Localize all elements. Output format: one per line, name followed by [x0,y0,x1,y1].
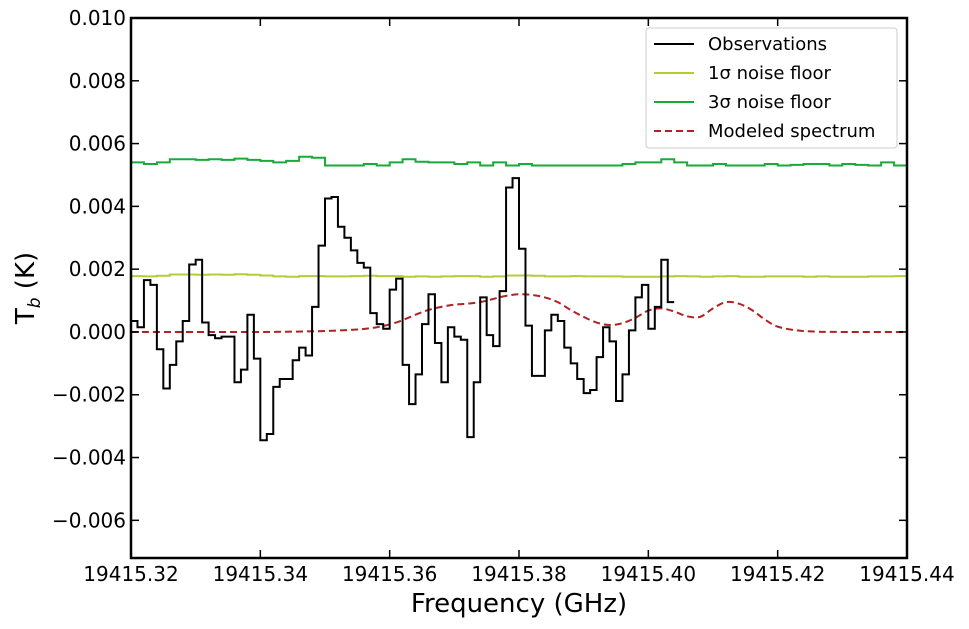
legend-label: Observations [708,34,827,55]
y-tick-label: −0.006 [52,508,126,532]
y-tick-label: 0.004 [69,194,126,218]
series-modeled-spectrum [131,293,908,333]
x-tick-label: 19415.38 [471,562,566,586]
x-axis-title: Frequency (GHz) [411,589,627,619]
y-tick-label: 0.008 [69,69,126,93]
y-axis-ticks: 0.010 0.008 0.006 0.004 0.002 0.000 −0.002 −0.0… [52,6,907,532]
y-tick-label: 0.000 [69,320,126,344]
legend-box [645,27,898,149]
plot-series [131,155,908,442]
x-axis-ticks: 19415.32 19415.34 19415.36 19415.38 19415.40… [83,18,955,586]
series-1-noise-floor [131,273,907,278]
y-tick-label: 0.006 [69,132,126,156]
y-axis-title: Tb (K) [11,252,45,325]
legend: Observations 1σ noise floor 3σ noise floor… [645,27,898,149]
x-tick-label: 19415.36 [342,562,437,586]
legend-label: 3σ noise floor [708,92,832,113]
series-3-noise-floor [131,155,907,167]
x-tick-label: 19415.40 [601,562,696,586]
series-observations [131,177,675,442]
x-tick-label: 19415.32 [83,562,178,586]
y-tick-label: −0.002 [52,383,126,407]
y-tick-label: 0.010 [69,6,126,30]
y-axis-title-main: T [11,308,41,325]
y-axis-title-unit: (K) [11,252,41,298]
legend-label: Modeled spectrum [708,121,875,142]
x-tick-label: 19415.42 [730,562,825,586]
x-tick-label: 19415.44 [859,562,954,586]
legend-label: 1σ noise floor [708,63,832,84]
y-tick-label: −0.004 [52,446,126,470]
y-tick-label: 0.002 [69,257,126,281]
y-axis-title-subscript: b [25,297,45,308]
x-tick-label: 19415.34 [213,562,308,586]
